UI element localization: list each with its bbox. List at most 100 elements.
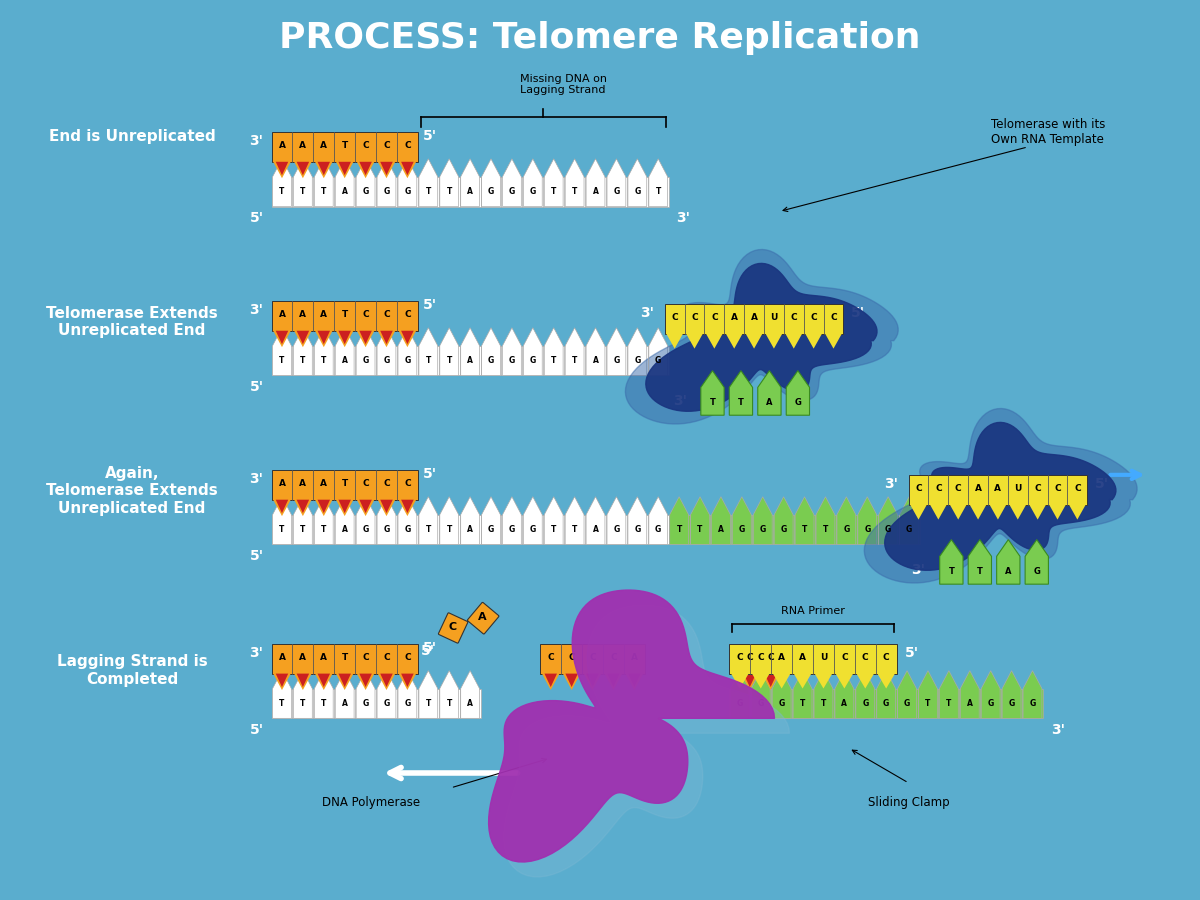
Text: T: T [802, 525, 808, 534]
Text: 3': 3' [673, 394, 686, 409]
Polygon shape [461, 328, 480, 375]
Text: 5': 5' [905, 645, 919, 660]
Text: G: G [844, 525, 850, 534]
Polygon shape [377, 670, 396, 718]
Polygon shape [607, 673, 619, 687]
Polygon shape [726, 334, 743, 348]
Text: G: G [739, 525, 745, 534]
Text: T: T [572, 187, 577, 196]
Polygon shape [294, 497, 312, 544]
Polygon shape [745, 334, 762, 348]
Polygon shape [314, 328, 334, 375]
Text: A: A [593, 525, 599, 534]
Text: T: T [280, 356, 284, 365]
Bar [271, 176, 668, 206]
Text: 3': 3' [883, 477, 898, 490]
Polygon shape [439, 158, 458, 206]
Polygon shape [296, 330, 310, 344]
Polygon shape [314, 670, 334, 718]
Text: T: T [446, 699, 452, 708]
Polygon shape [318, 673, 330, 687]
Polygon shape [649, 328, 667, 375]
Text: T: T [821, 699, 826, 708]
Polygon shape [398, 497, 416, 544]
Text: A: A [479, 612, 487, 622]
Text: A: A [467, 356, 473, 365]
Text: C: C [746, 652, 754, 662]
Polygon shape [316, 673, 332, 690]
Text: A: A [750, 313, 757, 322]
Text: C: C [737, 652, 743, 662]
Polygon shape [461, 158, 480, 206]
Polygon shape [1009, 505, 1026, 519]
Text: T: T [280, 699, 284, 708]
Text: A: A [299, 652, 306, 662]
Polygon shape [625, 249, 898, 424]
Text: T: T [446, 525, 452, 534]
Text: C: C [862, 652, 869, 662]
Polygon shape [545, 673, 557, 687]
Polygon shape [503, 158, 521, 206]
Text: 3': 3' [250, 472, 264, 486]
Text: T: T [322, 699, 326, 708]
Polygon shape [864, 409, 1138, 583]
Text: C: C [362, 310, 368, 319]
Text: C: C [383, 310, 390, 319]
Text: C: C [1074, 484, 1081, 493]
Polygon shape [586, 158, 605, 206]
Text: G: G [362, 525, 368, 534]
Polygon shape [625, 673, 643, 690]
Polygon shape [335, 158, 354, 206]
Polygon shape [401, 673, 414, 687]
Polygon shape [356, 162, 374, 178]
Polygon shape [877, 673, 895, 689]
Text: G: G [362, 187, 368, 196]
Polygon shape [335, 328, 354, 375]
Text: T: T [426, 699, 431, 708]
Polygon shape [439, 497, 458, 544]
Polygon shape [587, 673, 599, 687]
Polygon shape [461, 497, 480, 544]
Text: G: G [1033, 567, 1040, 576]
Polygon shape [628, 158, 647, 206]
Text: C: C [810, 313, 817, 322]
Polygon shape [701, 371, 724, 415]
Text: A: A [278, 479, 286, 488]
Text: T: T [300, 525, 306, 534]
Text: G: G [383, 356, 390, 365]
Text: A: A [342, 525, 348, 534]
Polygon shape [419, 497, 438, 544]
Polygon shape [793, 670, 812, 718]
Polygon shape [523, 328, 542, 375]
Polygon shape [380, 673, 392, 687]
Polygon shape [542, 673, 559, 690]
Polygon shape [398, 158, 416, 206]
Text: U: U [1014, 484, 1021, 493]
Polygon shape [314, 158, 334, 206]
Text: G: G [509, 356, 515, 365]
Polygon shape [1002, 670, 1021, 718]
Bar [665, 304, 844, 334]
Text: G: G [779, 699, 785, 708]
Polygon shape [970, 505, 986, 519]
Text: T: T [322, 525, 326, 534]
Text: T: T [551, 356, 557, 365]
Polygon shape [628, 328, 647, 375]
Polygon shape [294, 162, 312, 178]
Polygon shape [356, 328, 374, 375]
Polygon shape [398, 330, 416, 347]
Text: T: T [572, 525, 577, 534]
Text: T: T [572, 356, 577, 365]
Text: T: T [322, 187, 326, 196]
Text: A: A [467, 187, 473, 196]
Polygon shape [762, 673, 780, 690]
Polygon shape [338, 500, 350, 513]
Polygon shape [565, 497, 584, 544]
Text: 5': 5' [422, 129, 437, 143]
Text: G: G [862, 699, 869, 708]
Text: T: T [426, 356, 431, 365]
Polygon shape [607, 497, 626, 544]
Polygon shape [742, 673, 758, 690]
Text: A: A [342, 699, 348, 708]
Text: End is Unreplicated: End is Unreplicated [49, 130, 216, 144]
